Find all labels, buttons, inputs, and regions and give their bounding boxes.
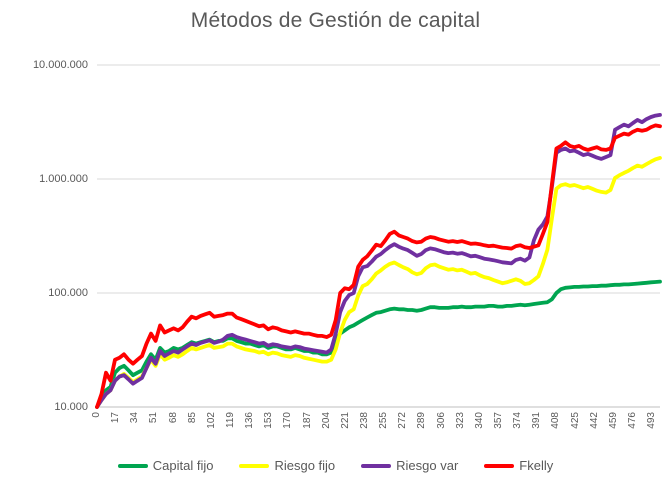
x-axis-tick-label: 136 — [244, 412, 255, 429]
x-axis-tick-label: 408 — [550, 412, 561, 429]
x-axis-tick-label: 119 — [225, 412, 236, 428]
x-axis-tick-label: 17 — [110, 412, 121, 424]
chart-title: Métodos de Gestión de capital — [190, 9, 481, 32]
riesgo-fijo-line-icon — [239, 463, 270, 468]
y-axis: 10.000.000 1.000.000 100.000 10.000 — [0, 59, 88, 413]
series-line-riesgo-fijo[interactable] — [95, 156, 662, 409]
y-axis-tick-label: 100.000 — [48, 287, 88, 299]
x-axis-tick-label: 391 — [531, 412, 542, 429]
x-axis-tick-label: 68 — [168, 412, 179, 424]
x-axis-tick-label: 425 — [570, 412, 581, 429]
x-axis-tick-label: 323 — [455, 412, 466, 429]
capital-fijo-line-icon — [117, 463, 148, 468]
x-axis-tick-label: 459 — [608, 412, 619, 429]
riesgo-var-line-icon — [361, 463, 392, 468]
legend: Capital fijo Riesgo fijo Riesgo var Fkel… — [0, 458, 671, 473]
series-line-riesgo-var[interactable] — [95, 113, 662, 409]
x-axis-tick-label: 238 — [359, 412, 370, 429]
x-axis-tick-label: 289 — [416, 412, 427, 429]
y-axis-tick-label: 10.000.000 — [32, 59, 88, 71]
plot-area[interactable] — [95, 64, 662, 409]
x-axis-tick-label: 153 — [263, 412, 274, 429]
x-axis-tick-label: 85 — [187, 412, 198, 424]
x-axis-tick-label: 170 — [282, 412, 293, 429]
x-axis-tick-label: 442 — [589, 412, 600, 429]
x-axis-tick-label: 340 — [474, 412, 485, 429]
series-line-capital-fijo[interactable] — [95, 279, 662, 409]
legend-label-riesgo-var: Riesgo var — [396, 458, 459, 473]
x-axis-tick-label: 34 — [129, 412, 140, 424]
legend-label-capital-fijo: Capital fijo — [152, 458, 214, 473]
x-axis-tick-label: 187 — [302, 412, 313, 429]
x-axis-tick-label: 255 — [378, 412, 389, 429]
y-axis-tick-label: 1.000.000 — [39, 173, 88, 185]
legend-label-fkelly: Fkelly — [519, 458, 554, 473]
x-axis: 0 17 34 51 68 85 102 119 136 153 170 187 204 221 238 25… — [91, 412, 660, 448]
x-axis-tick-label: 102 — [206, 412, 217, 429]
legend-item-riesgo-var[interactable]: Riesgo var — [361, 458, 458, 473]
fkelly-line-icon — [484, 463, 515, 468]
legend-label-riesgo-fijo: Riesgo fijo — [274, 458, 336, 473]
y-axis-tick-label: 10.000 — [54, 401, 88, 413]
x-axis-tick-label: 493 — [646, 412, 657, 429]
series-line-fkelly[interactable] — [95, 123, 662, 409]
x-axis-tick-label: 374 — [512, 412, 523, 429]
x-axis-tick-label: 272 — [397, 412, 408, 429]
x-axis-tick-label: 51 — [148, 412, 159, 424]
x-axis-tick-label: 221 — [340, 412, 351, 429]
x-axis-tick-label: 357 — [493, 412, 504, 429]
legend-item-capital-fijo[interactable]: Capital fijo — [117, 458, 214, 473]
legend-item-fkelly[interactable]: Fkelly — [484, 458, 553, 473]
x-axis-tick-label: 204 — [321, 412, 332, 429]
legend-item-riesgo-fijo[interactable]: Riesgo fijo — [239, 458, 335, 473]
x-axis-tick-label: 476 — [627, 412, 638, 429]
x-axis-tick-label: 0 — [91, 412, 102, 418]
x-axis-tick-label: 306 — [436, 412, 447, 429]
